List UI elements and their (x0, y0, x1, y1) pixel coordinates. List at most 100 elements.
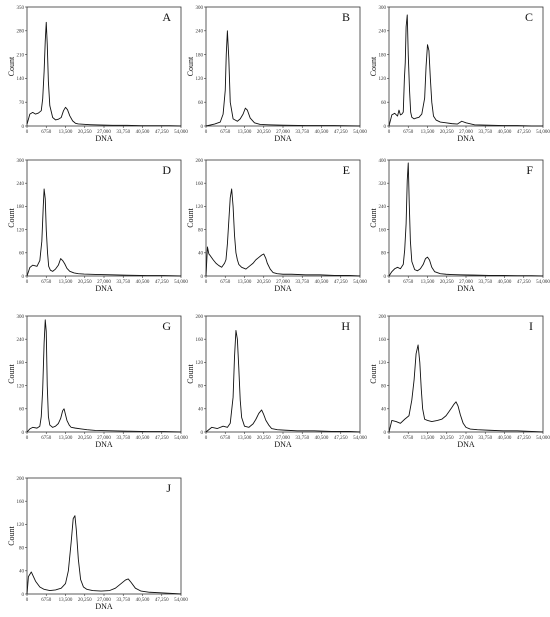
y-tick-label: 80 (198, 228, 204, 233)
x-axis-title: DNA (274, 440, 292, 449)
y-tick-label: 140 (17, 77, 25, 82)
y-tick-label: 60 (19, 252, 25, 257)
x-tick-label: 13,500 (59, 280, 73, 285)
y-tick-label: 60 (198, 101, 204, 106)
y-tick-label: 120 (17, 523, 25, 528)
y-tick-label: 40 (19, 570, 25, 575)
x-tick-label: 54,000 (174, 436, 188, 441)
x-tick-label: 54,000 (536, 130, 550, 135)
series-line (205, 30, 361, 127)
y-tick-label: 280 (17, 30, 25, 35)
y-tick-label: 70 (19, 101, 25, 106)
panel-label: G (162, 319, 171, 333)
x-tick-label: 0 (388, 436, 391, 441)
y-tick-label: 180 (17, 361, 25, 366)
x-tick-label: 20,250 (440, 280, 454, 285)
y-tick-label: 240 (379, 30, 387, 35)
x-tick-label: 54,000 (353, 280, 367, 285)
y-axis-title: Count (7, 363, 16, 383)
x-tick-label: 13,500 (421, 130, 435, 135)
y-tick-label: 120 (17, 228, 25, 233)
x-tick-label: 27,000 (459, 280, 473, 285)
series-line (26, 319, 182, 433)
y-tick-label: 120 (196, 77, 204, 82)
x-tick-label: 6750 (403, 436, 414, 441)
x-tick-label: 13,500 (59, 130, 73, 135)
x-tick-label: 40,500 (498, 436, 512, 441)
x-tick-label: 6750 (403, 280, 414, 285)
x-tick-label: 0 (388, 130, 391, 135)
chart-panel-b: 0 60 120 180 240 300 0 6750 13,500 20,250 27,000 33… (186, 6, 367, 143)
chart-panel-d: 0 60 120 180 240 300 0 6750 13,500 20,250 27,000 33… (7, 159, 188, 293)
plot-frame (26, 315, 182, 433)
y-tick-label: 180 (17, 205, 25, 210)
x-tick-label: 6750 (220, 280, 231, 285)
y-tick-label: 0 (201, 431, 204, 436)
x-tick-label: 47,250 (155, 280, 169, 285)
x-tick-label: 6750 (41, 130, 52, 135)
x-tick-label: 33,750 (295, 436, 309, 441)
x-tick-label: 13,500 (59, 436, 73, 441)
x-tick-label: 33,750 (295, 280, 309, 285)
x-tick-label: 20,250 (78, 436, 92, 441)
x-tick-label: 33,750 (116, 280, 130, 285)
x-tick-label: 47,250 (517, 436, 531, 441)
y-tick-label: 300 (196, 6, 204, 11)
y-tick-label: 160 (17, 500, 25, 505)
x-tick-label: 13,500 (59, 598, 73, 603)
y-tick-label: 210 (17, 53, 25, 58)
x-tick-label: 0 (205, 130, 208, 135)
x-tick-label: 20,250 (440, 436, 454, 441)
x-tick-label: 20,250 (78, 280, 92, 285)
x-tick-label: 27,000 (459, 436, 473, 441)
chart-panel-h: 0 40 80 120 160 200 0 6750 13,500 20,250 27,000 33,… (186, 315, 367, 449)
x-axis-title: DNA (95, 602, 113, 611)
y-tick-label: 160 (196, 338, 204, 343)
panel-label: E (343, 163, 350, 177)
y-tick-label: 240 (379, 205, 387, 210)
plot-frame (388, 159, 544, 277)
y-tick-label: 0 (22, 125, 25, 130)
series-line (26, 515, 182, 595)
y-tick-label: 160 (379, 338, 387, 343)
y-axis-title: Count (369, 56, 378, 76)
y-tick-label: 240 (17, 182, 25, 187)
x-tick-label: 54,000 (536, 280, 550, 285)
y-tick-label: 60 (19, 408, 25, 413)
chart-panel-f: 0 80 160 240 320 400 0 6750 13,500 20,250 27,000 33… (369, 159, 550, 293)
y-tick-label: 200 (196, 315, 204, 320)
x-tick-label: 6750 (41, 598, 52, 603)
y-tick-label: 200 (196, 159, 204, 164)
x-tick-label: 40,500 (315, 436, 329, 441)
y-axis-title: Count (186, 56, 195, 76)
panel-label: J (166, 481, 171, 495)
x-tick-label: 47,250 (334, 436, 348, 441)
y-tick-label: 80 (381, 252, 387, 257)
y-tick-label: 0 (22, 593, 25, 598)
x-tick-label: 13,500 (238, 280, 252, 285)
x-tick-label: 47,250 (517, 130, 531, 135)
x-tick-label: 27,000 (97, 280, 111, 285)
y-tick-label: 400 (379, 159, 387, 164)
y-axis-title: Count (369, 207, 378, 227)
y-axis-title: Count (7, 207, 16, 227)
x-tick-label: 20,250 (257, 280, 271, 285)
y-tick-label: 300 (379, 6, 387, 11)
x-tick-label: 47,250 (155, 598, 169, 603)
y-tick-label: 120 (379, 77, 387, 82)
x-tick-label: 27,000 (97, 598, 111, 603)
x-tick-label: 40,500 (315, 130, 329, 135)
chart-panel-i: 0 40 80 120 160 200 0 6750 13,500 20,250 27,000 33,… (369, 315, 550, 449)
y-tick-label: 0 (384, 275, 387, 280)
y-axis-title: Count (369, 363, 378, 383)
series-line (388, 162, 544, 277)
chart-panel-c: 0 60 120 180 240 300 0 6750 13,500 20,250 27,000 33… (369, 6, 550, 143)
x-tick-label: 0 (26, 436, 29, 441)
x-tick-label: 33,750 (116, 436, 130, 441)
x-tick-label: 6750 (41, 280, 52, 285)
x-axis-title: DNA (457, 284, 475, 293)
x-tick-label: 54,000 (353, 130, 367, 135)
x-tick-label: 13,500 (238, 130, 252, 135)
y-tick-label: 180 (196, 53, 204, 58)
